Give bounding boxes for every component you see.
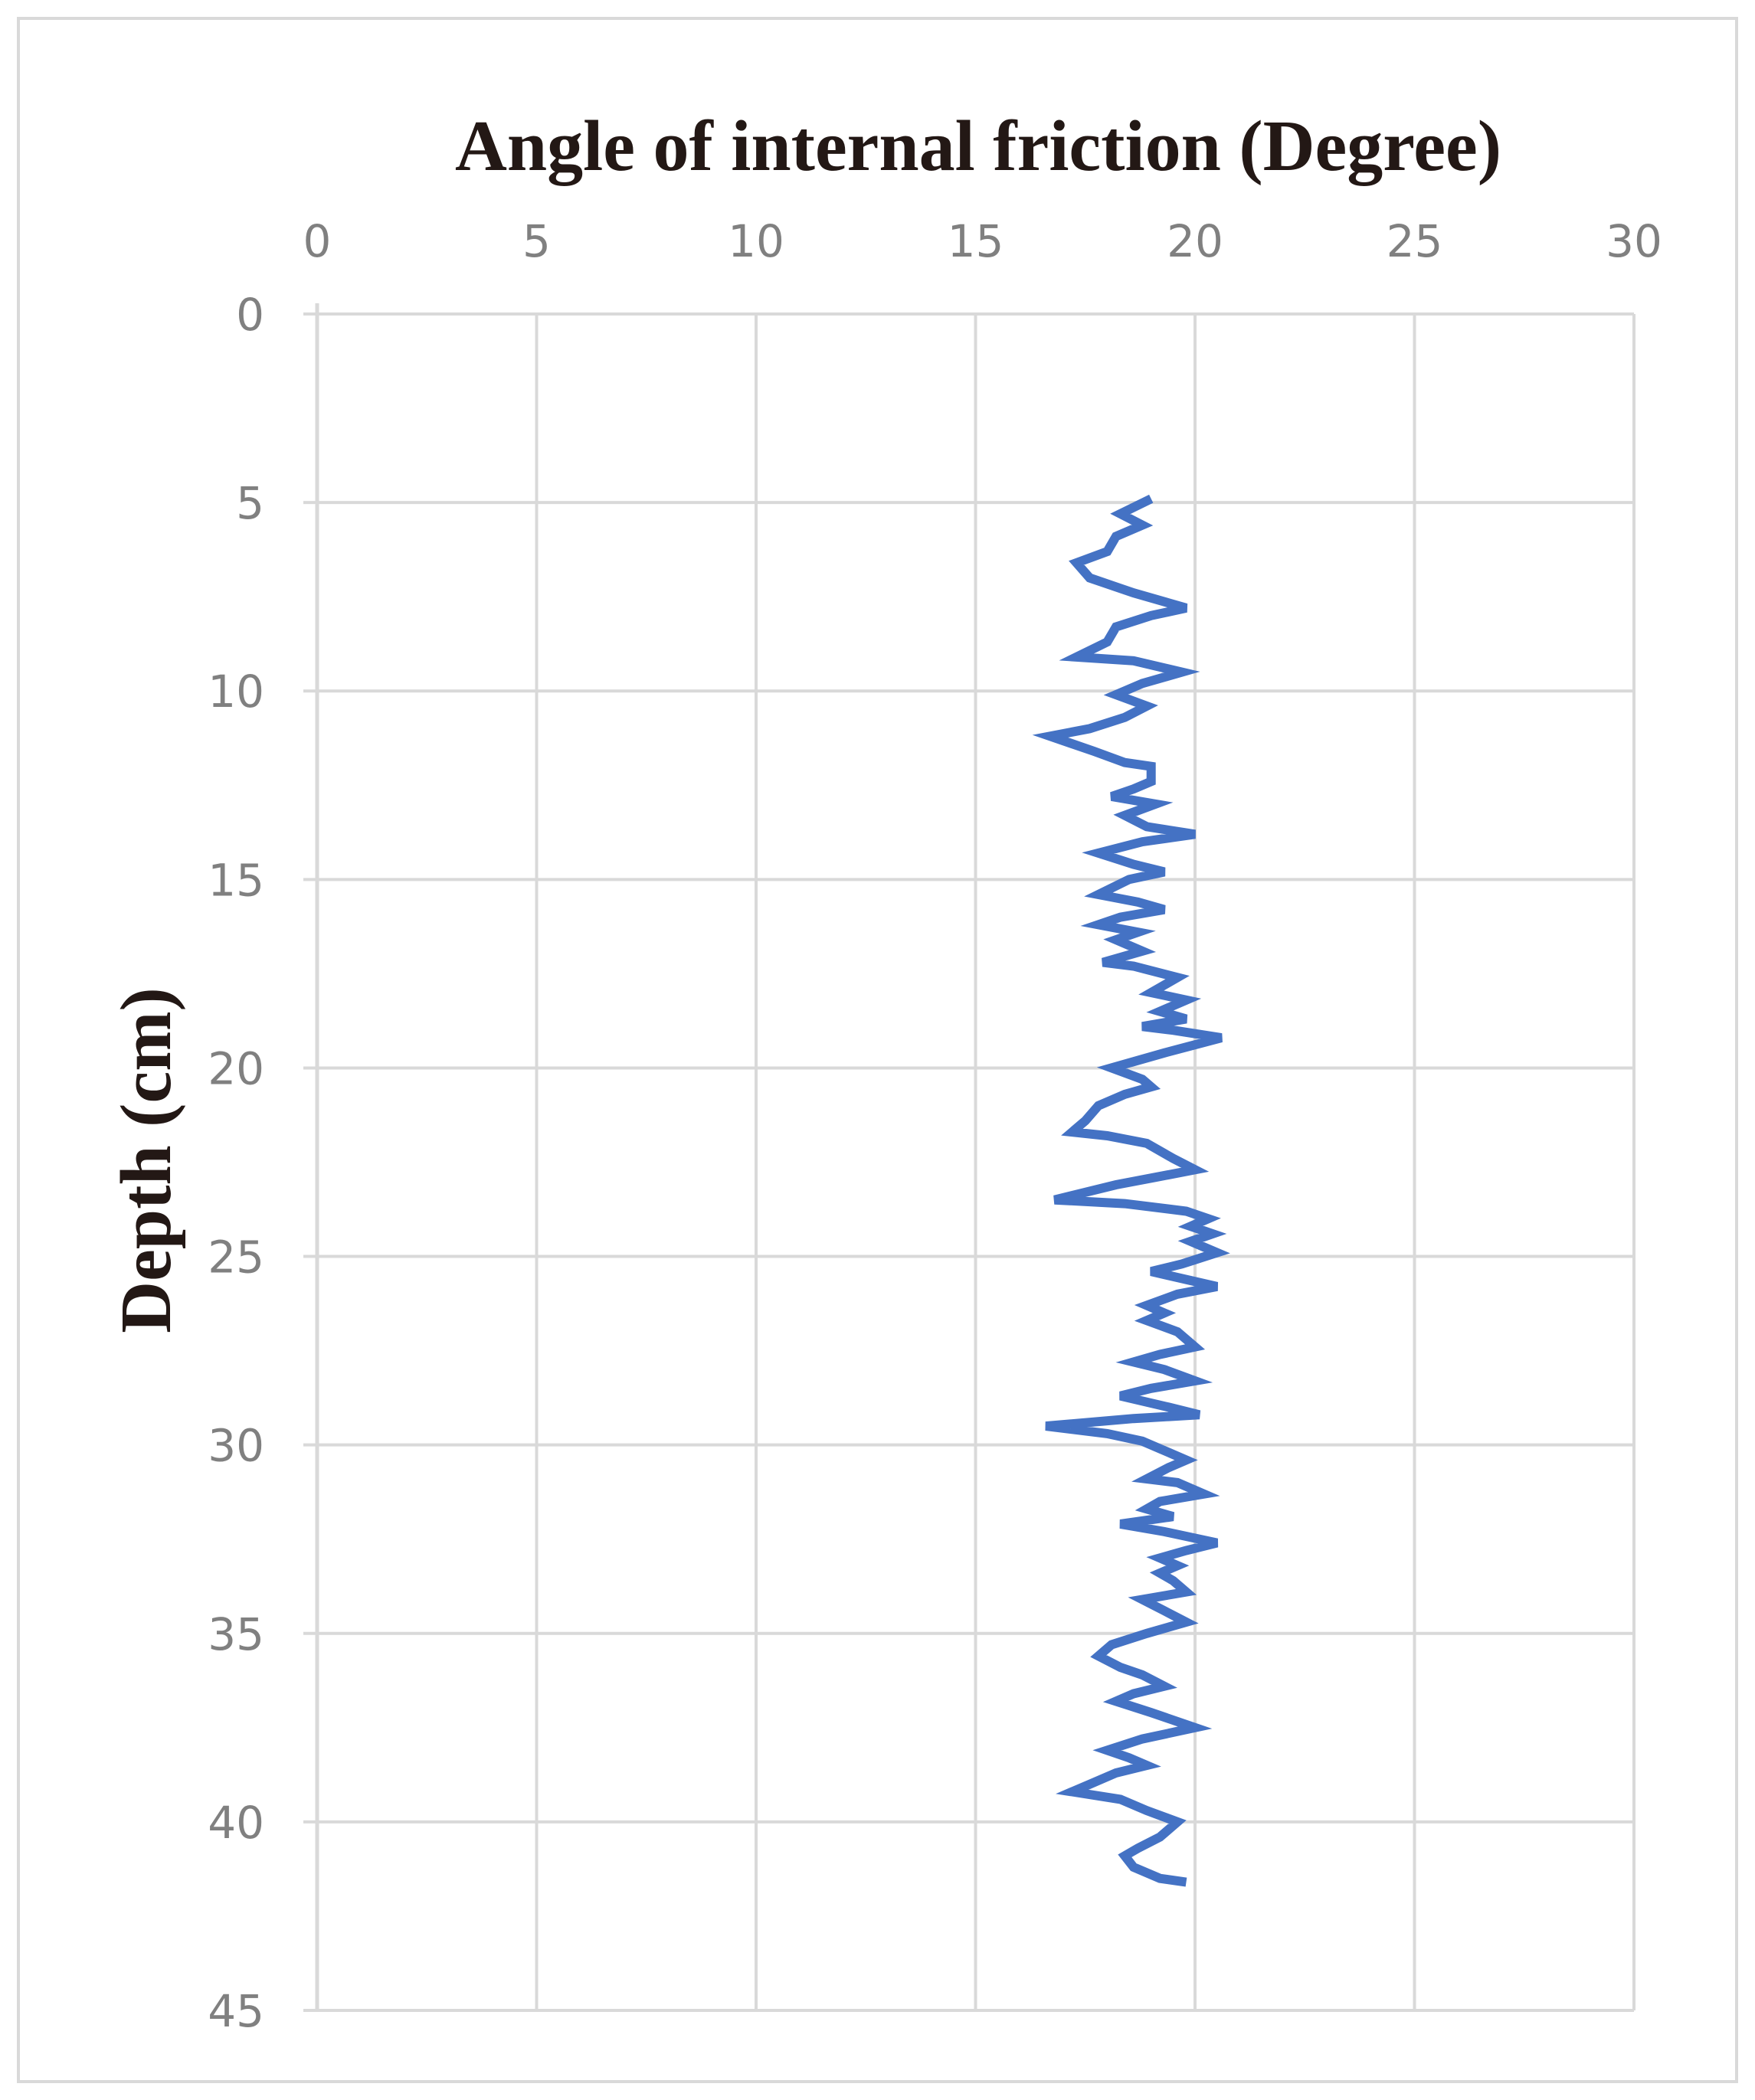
y-tick-label: 30 xyxy=(208,1420,264,1472)
x-tick-label: 10 xyxy=(728,215,784,267)
y-tick-label: 5 xyxy=(236,477,264,529)
x-tick-label: 25 xyxy=(1387,215,1443,267)
y-axis-label: Depth (cm) xyxy=(106,987,186,1333)
x-tick-label: 5 xyxy=(522,215,551,267)
x-tick-label: 20 xyxy=(1167,215,1223,267)
gridlines xyxy=(316,312,1635,2012)
x-tick-label: 15 xyxy=(948,215,1004,267)
x-tick-label: 30 xyxy=(1606,215,1662,267)
y-tick-label: 25 xyxy=(208,1232,264,1284)
y-tick-label: 10 xyxy=(208,666,264,718)
y-tick-label: 35 xyxy=(208,1608,264,1660)
y-tick-label: 45 xyxy=(208,1985,264,2037)
y-tick-label: 15 xyxy=(208,854,264,906)
axes xyxy=(303,303,319,2012)
x-tick-label: 0 xyxy=(303,215,332,267)
y-tick-label: 40 xyxy=(208,1797,264,1849)
series-line xyxy=(1032,494,1230,1887)
y-tick-labels: 0 5 10 15 20 25 30 35 40 45 xyxy=(208,289,264,2037)
x-tick-labels: 0 5 10 15 20 25 30 xyxy=(303,215,1662,267)
chart-title: Angle of internal friction (Degree) xyxy=(455,106,1501,186)
y-tick-label: 20 xyxy=(208,1042,264,1094)
chart-frame xyxy=(17,17,1738,2083)
y-tick-label: 0 xyxy=(236,289,264,341)
series-group xyxy=(1032,494,1230,1887)
